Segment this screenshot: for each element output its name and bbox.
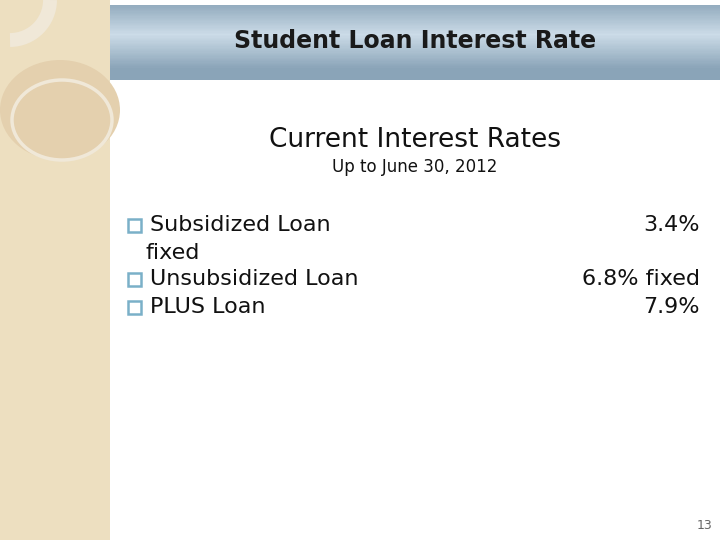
Bar	[110, 64, 720, 66]
Bar	[110, 21, 720, 23]
Bar	[110, 75, 720, 76]
Text: fixed: fixed	[146, 243, 200, 263]
Bar	[110, 28, 720, 30]
Bar	[110, 43, 720, 45]
Bar	[110, 70, 720, 71]
Bar	[110, 24, 720, 26]
Bar	[110, 78, 720, 80]
Bar	[110, 59, 720, 61]
Bar	[110, 19, 720, 21]
Bar	[110, 26, 720, 28]
Bar	[110, 30, 720, 31]
Bar	[110, 36, 720, 37]
Text: 6.8% fixed: 6.8% fixed	[582, 269, 700, 289]
Bar	[110, 73, 720, 75]
Text: 13: 13	[696, 519, 712, 532]
Bar	[110, 11, 720, 12]
Bar	[128, 300, 141, 314]
Bar	[110, 42, 720, 44]
Bar	[110, 56, 720, 57]
Bar	[110, 76, 720, 78]
Bar	[110, 48, 720, 50]
Bar	[110, 38, 720, 40]
Bar	[110, 8, 720, 10]
Text: Subsidized Loan: Subsidized Loan	[150, 215, 330, 235]
Bar	[0, 0, 110, 540]
Bar	[110, 23, 720, 25]
Text: 7.9%: 7.9%	[644, 297, 700, 317]
Bar	[110, 52, 720, 54]
Bar	[110, 37, 720, 39]
Text: Up to June 30, 2012: Up to June 30, 2012	[333, 158, 498, 176]
Bar	[110, 47, 720, 49]
Bar	[110, 58, 720, 60]
Bar	[110, 32, 720, 33]
Bar	[110, 51, 720, 52]
Bar	[110, 72, 720, 74]
Bar	[110, 50, 720, 51]
Bar	[110, 35, 720, 36]
Bar	[110, 15, 720, 16]
Bar	[110, 31, 720, 32]
Text: 3.4%: 3.4%	[644, 215, 700, 235]
Bar	[110, 66, 720, 68]
Bar	[110, 55, 720, 56]
Bar	[110, 7, 720, 9]
Bar	[110, 46, 720, 48]
Bar	[110, 16, 720, 17]
Bar	[110, 44, 720, 46]
Ellipse shape	[0, 60, 120, 160]
Bar	[110, 12, 720, 14]
Bar	[110, 6, 720, 8]
Text: Student Loan Interest Rate: Student Loan Interest Rate	[234, 29, 596, 53]
Bar	[128, 219, 141, 232]
Bar	[110, 33, 720, 35]
Bar	[110, 39, 720, 41]
Bar	[110, 57, 720, 59]
Bar	[110, 14, 720, 15]
Bar	[110, 17, 720, 19]
Bar	[110, 27, 720, 29]
Bar	[110, 71, 720, 72]
Bar	[110, 0, 720, 540]
Bar	[110, 63, 720, 65]
Bar	[110, 4, 720, 6]
Bar	[110, 10, 720, 11]
Bar	[110, 77, 720, 79]
Bar	[128, 273, 141, 286]
Bar	[110, 67, 720, 69]
Bar	[110, 53, 720, 55]
Bar	[110, 18, 720, 20]
Text: PLUS Loan: PLUS Loan	[150, 297, 266, 317]
Text: Current Interest Rates: Current Interest Rates	[269, 127, 561, 153]
Bar	[110, 62, 720, 64]
Bar	[110, 22, 720, 24]
Text: Unsubsidized Loan: Unsubsidized Loan	[150, 269, 359, 289]
Bar	[110, 68, 720, 70]
Bar	[110, 60, 720, 63]
Bar	[110, 40, 720, 43]
